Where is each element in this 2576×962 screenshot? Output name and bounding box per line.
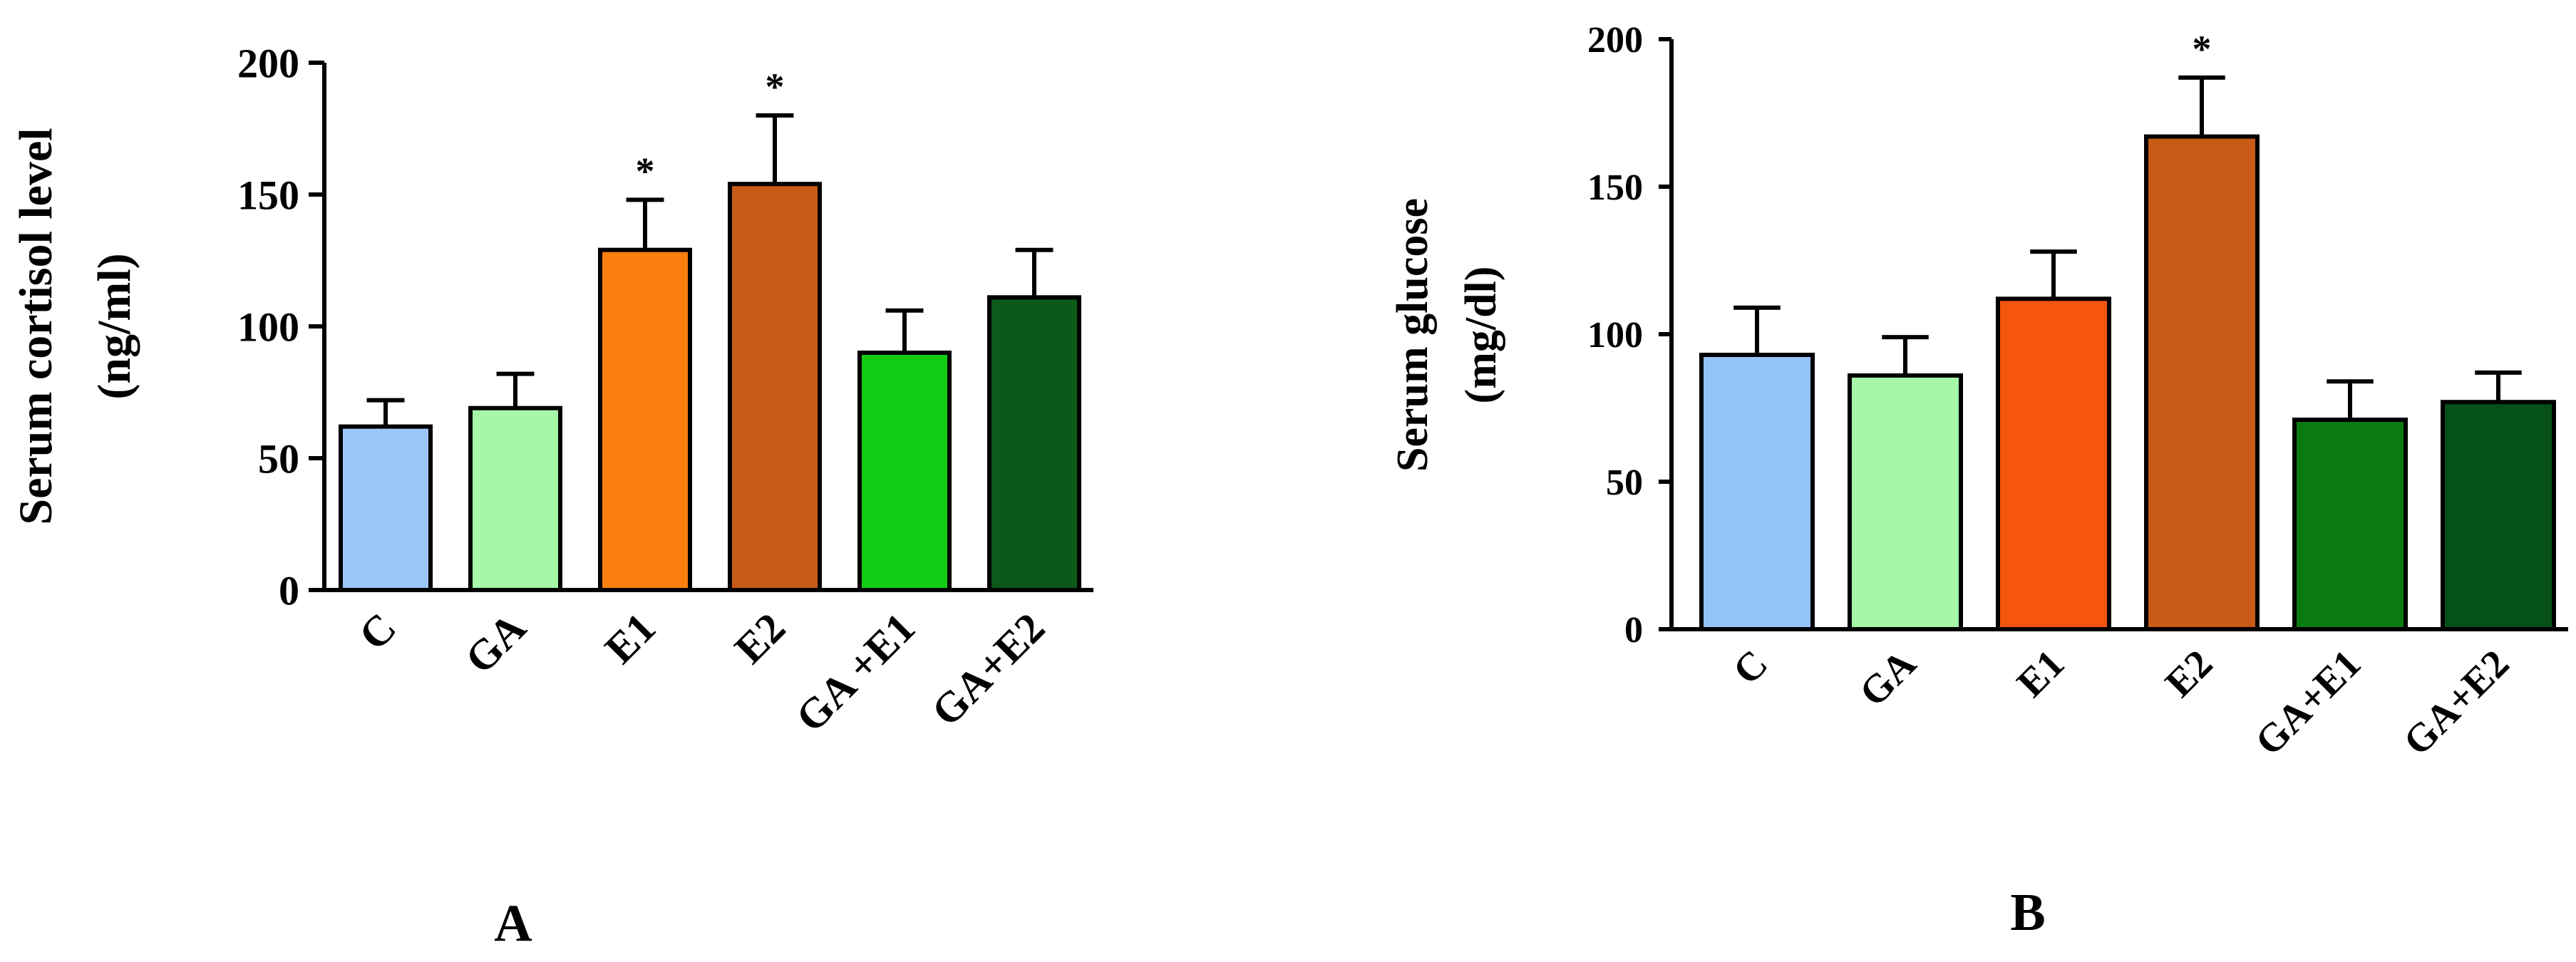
bar — [987, 295, 1081, 592]
panel-label: B — [2010, 884, 2045, 942]
y-tick-label: 150 — [1587, 167, 1643, 208]
y-axis-label: Serum cortisol level — [10, 128, 62, 524]
bar — [2144, 134, 2260, 631]
y-tick-label: 50 — [1606, 462, 1643, 503]
bar — [1848, 373, 1963, 632]
category-label: GA+E1 — [2247, 641, 2369, 764]
bar — [1996, 296, 2111, 631]
y-tick-label: 0 — [1624, 610, 1643, 651]
bar — [2441, 400, 2556, 631]
y-axis-unit-label: (mg/dl) — [1457, 267, 1505, 404]
y-tick-label: 200 — [237, 40, 299, 86]
category-label: C — [350, 604, 405, 659]
bar — [857, 351, 952, 592]
y-tick-label: 100 — [1587, 315, 1643, 356]
panel-a-chart: 0 50 100 150 200 Serum cortisol level (ng/ml) C… — [10, 40, 1093, 953]
bar — [468, 405, 562, 593]
bar — [339, 424, 433, 592]
category-label: E2 — [726, 604, 794, 673]
y-axis-unit-label: (ng/ml) — [88, 253, 140, 399]
category-label: GA — [456, 604, 535, 683]
significance-marker: * — [766, 66, 785, 108]
bar — [1699, 352, 1815, 631]
panel-label: A — [494, 894, 532, 953]
y-tick-label: 0 — [279, 567, 299, 614]
bar — [598, 247, 692, 592]
y-tick-label: 150 — [237, 172, 299, 218]
category-label: GA+E2 — [922, 604, 1053, 735]
bar — [728, 182, 822, 592]
category-label: GA+E2 — [2395, 641, 2518, 764]
y-tick-label: 200 — [1587, 20, 1643, 61]
y-tick-label: 100 — [237, 304, 299, 350]
category-label: GA +E1 — [787, 604, 924, 741]
category-label: E1 — [2009, 641, 2073, 705]
bar — [2292, 418, 2408, 631]
category-label: GA — [1851, 641, 1925, 715]
category-label: C — [1725, 641, 1776, 693]
category-label: E2 — [2157, 641, 2221, 705]
y-tick-label: 50 — [258, 435, 299, 482]
significance-marker: * — [636, 150, 655, 192]
significance-marker: * — [2193, 28, 2212, 71]
category-label: E1 — [596, 604, 664, 673]
y-axis-label: Serum glucose — [1389, 198, 1437, 472]
panel-b-chart: 0 50 100 150 200 Serum glucose (mg/dl) C GA E1 * E2… — [1389, 20, 2568, 942]
